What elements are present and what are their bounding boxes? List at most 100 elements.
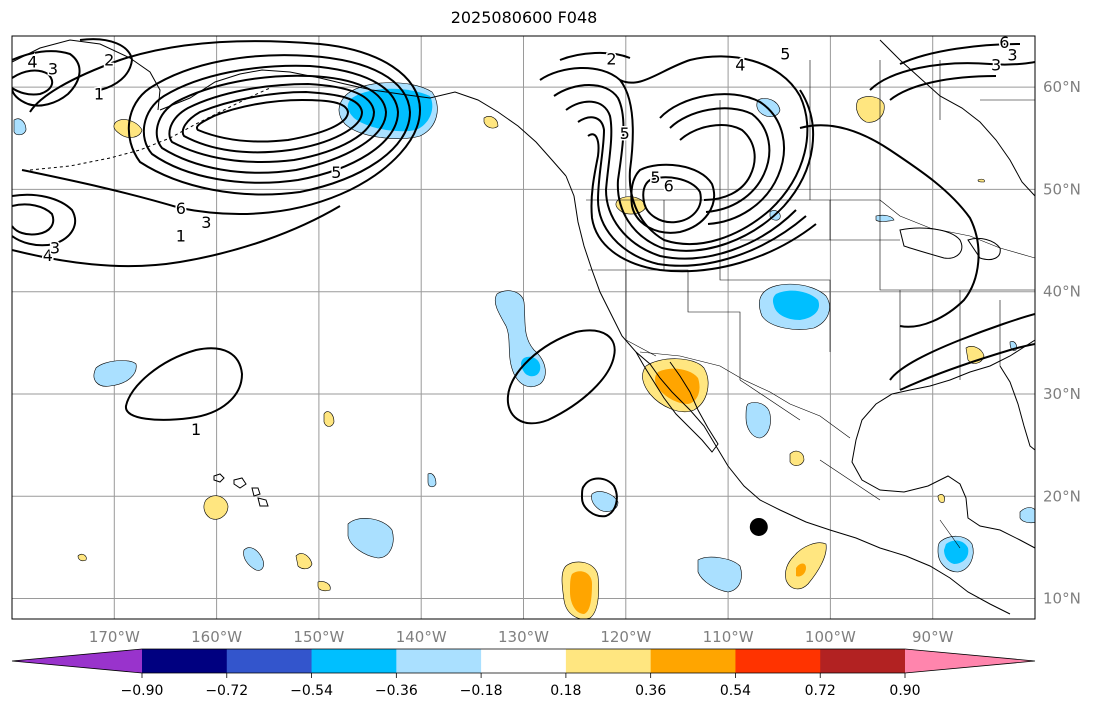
contour-label: 3 xyxy=(48,60,58,79)
contour-line xyxy=(12,203,55,236)
colorbar-segment xyxy=(396,649,482,673)
contour-label: 3 xyxy=(991,56,1001,75)
contour-line xyxy=(196,98,350,143)
colorbar-tick-label: −0.54 xyxy=(290,683,333,699)
contour-line xyxy=(125,347,244,421)
colorbar-tick-label: −0.36 xyxy=(375,683,418,699)
contour-line xyxy=(143,64,400,184)
contour-line xyxy=(553,84,815,252)
lat-tick-label: 50°N xyxy=(1043,180,1081,198)
contour-line xyxy=(587,133,817,273)
lon-tick-label: 120°W xyxy=(600,628,651,646)
contour-label: 3 xyxy=(1007,45,1017,64)
border-line xyxy=(719,60,1035,200)
contour-line xyxy=(155,74,388,174)
contour-line xyxy=(12,50,81,107)
contour-line xyxy=(642,176,702,224)
colorbar-segment xyxy=(565,649,652,673)
lat-tick-label: 10°N xyxy=(1043,590,1081,608)
contour-line xyxy=(12,193,77,247)
contour-line xyxy=(630,163,715,234)
colorbar-extend-max xyxy=(905,649,1035,673)
contour-label: 5 xyxy=(780,44,790,63)
longitude-tick-labels: 170°W 160°W 150°W 140°W 130°W 120°W 110°W 100°W… xyxy=(89,628,954,646)
anomaly-fill xyxy=(347,518,394,559)
contour-label: 2 xyxy=(606,50,616,69)
contour-line xyxy=(21,40,422,215)
colorbar-segment xyxy=(735,649,821,673)
contour-label: 4 xyxy=(43,246,53,265)
anomaly-fill xyxy=(243,547,264,571)
contour-line xyxy=(577,116,807,267)
coastline xyxy=(159,69,567,177)
contour-line xyxy=(506,329,616,425)
contour-label: 5 xyxy=(650,168,660,187)
anomaly-fill xyxy=(772,290,820,320)
coastline xyxy=(851,339,1035,549)
contour-line xyxy=(168,82,376,163)
anomaly-fill xyxy=(745,402,771,439)
colorbar-segment xyxy=(226,649,313,673)
anomaly-fill xyxy=(875,214,895,222)
colorbar-segment xyxy=(142,649,228,673)
anomaly-fill xyxy=(93,360,137,387)
contour-line xyxy=(889,75,997,101)
contour-line xyxy=(12,205,341,268)
contour-label: 5 xyxy=(620,124,630,143)
contour-label: 6 xyxy=(664,176,674,195)
lat-tick-label: 20°N xyxy=(1043,487,1081,505)
anomaly-fill xyxy=(789,450,805,466)
contour-line xyxy=(79,38,134,91)
colorbar-tick-label: 0.90 xyxy=(889,683,920,699)
anomaly-fill xyxy=(323,411,335,427)
map-title: 2025080600 F048 xyxy=(450,8,598,27)
coastline xyxy=(635,351,719,453)
coastline xyxy=(899,227,963,259)
contour-label: 2 xyxy=(104,51,114,70)
contour-line xyxy=(899,343,1035,391)
colorbar-tick-label: 0.18 xyxy=(550,683,581,699)
lon-tick-label: 160°W xyxy=(191,628,242,646)
anomaly-fill xyxy=(317,581,331,592)
contour-line xyxy=(539,55,809,245)
colorbar-tick-label: 0.54 xyxy=(720,683,751,699)
contour-line xyxy=(899,43,1021,65)
anomaly-fill xyxy=(483,116,499,129)
lon-tick-label: 140°W xyxy=(396,628,447,646)
coastline xyxy=(12,39,161,111)
lon-tick-label: 100°W xyxy=(805,628,856,646)
colorbar-tick-label: −0.18 xyxy=(460,683,503,699)
contour-label: 1 xyxy=(191,420,201,439)
colorbar-tick-label: −0.90 xyxy=(121,683,164,699)
anomaly-fill xyxy=(203,495,229,520)
colorbar-segment xyxy=(481,649,567,673)
border-line xyxy=(879,199,1035,259)
coastline xyxy=(999,365,1035,451)
colorbar: −0.90 −0.72 −0.54 −0.36 −0.18 0.18 0.36 0.54 0.7… xyxy=(11,648,1036,699)
coastline xyxy=(213,473,269,507)
contour-label: 3 xyxy=(201,213,211,232)
map-frame xyxy=(11,35,1036,620)
anomaly-fill xyxy=(1019,507,1035,524)
anomaly-fill xyxy=(697,556,742,593)
lat-tick-label: 60°N xyxy=(1043,78,1081,96)
contour-line xyxy=(565,100,797,260)
anomaly-fill xyxy=(856,96,885,123)
colorbar-segment xyxy=(311,649,397,673)
colorbar-tick-label: 0.72 xyxy=(805,683,836,699)
anomaly-fill xyxy=(796,563,806,577)
anomaly-fill xyxy=(13,118,27,136)
contour-label: 3 xyxy=(50,239,60,258)
border-line xyxy=(639,351,851,439)
lon-tick-label: 110°W xyxy=(703,628,754,646)
lat-tick-label: 40°N xyxy=(1043,283,1081,301)
contour-line xyxy=(12,69,54,96)
contour-label: 1 xyxy=(176,226,186,245)
anomaly-fill xyxy=(977,178,985,183)
contour-label: 1 xyxy=(94,84,104,103)
contour-line xyxy=(799,124,980,328)
contour-line xyxy=(580,477,618,518)
lat-tick-label: 30°N xyxy=(1043,385,1081,403)
contour-label: 6 xyxy=(999,33,1009,52)
